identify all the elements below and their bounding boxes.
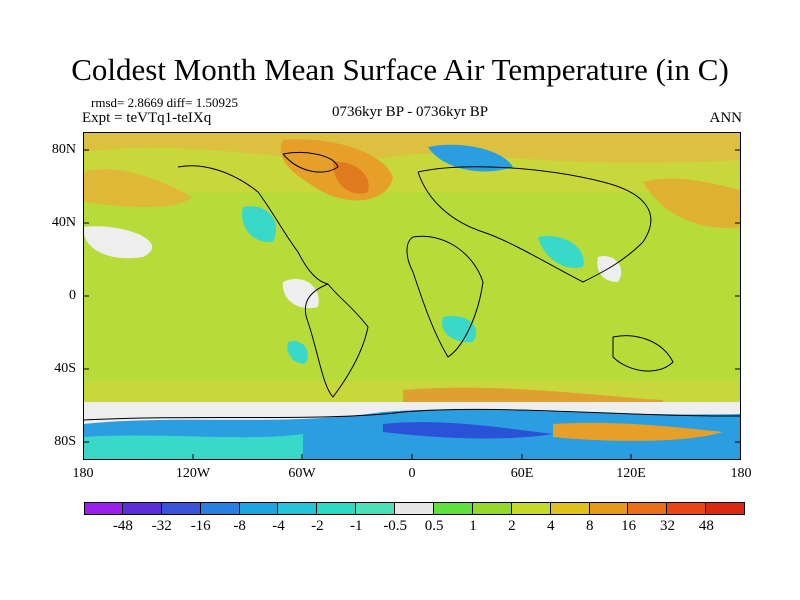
- pacific-neutral-zone: [83, 226, 153, 259]
- south-america-coast: [304, 283, 369, 398]
- africa-coast: [406, 235, 484, 358]
- lat-label-40s: 40S: [54, 361, 76, 376]
- colorbar: [84, 502, 746, 515]
- coastlines: [83, 152, 741, 421]
- colorbar-swatch: [239, 502, 279, 515]
- colorbar-swatch: [706, 502, 746, 515]
- antarctica-coast: [83, 408, 741, 421]
- colorbar-swatch: [161, 502, 201, 515]
- lon-label-0: 0: [408, 466, 416, 481]
- lon-label-120w: 120W: [175, 466, 211, 481]
- greenland-coast: [282, 152, 339, 173]
- colorbar-label: -16: [190, 518, 211, 534]
- map-ticks: [83, 149, 741, 460]
- colorbar-swatch: [472, 502, 512, 515]
- season-label: ANN: [709, 110, 743, 126]
- lat-label-40n: 40N: [51, 215, 76, 230]
- colorbar-label: -8: [233, 518, 246, 534]
- colorbar-swatch: [511, 502, 551, 515]
- alaska-warm-zone: [83, 169, 193, 207]
- experiment-label: Expt = teVTq1-teIXq: [82, 110, 212, 126]
- lat-label-80n: 80N: [51, 142, 76, 157]
- lon-label-180-west: 180: [72, 466, 94, 481]
- colorbar-label: 8: [585, 518, 594, 534]
- south-america-neutral-zone: [282, 278, 319, 309]
- lon-label-60w: 60W: [288, 466, 316, 481]
- australia-coast: [612, 335, 674, 372]
- eurasia-coast: [417, 166, 652, 283]
- colorbar-swatch: [356, 502, 396, 515]
- colorbar-swatch: [122, 502, 162, 515]
- colorbar-swatch: [434, 502, 473, 515]
- colorbar-label: -2: [311, 518, 324, 534]
- colorbar-swatch: [84, 502, 123, 515]
- antarctica-cool-edge: [83, 434, 303, 460]
- lon-label-180-east: 180: [730, 466, 752, 481]
- colorbar-label: 4: [547, 518, 555, 534]
- colorbar-label: -1: [350, 518, 363, 534]
- colorbar-label: 48: [698, 518, 714, 534]
- colorbar-swatch: [395, 502, 435, 515]
- scandinavia-cold-zone: [428, 144, 513, 172]
- colorbar-label: 16: [621, 518, 637, 534]
- period-label: 0736kyr BP - 0736kyr BP: [331, 104, 489, 120]
- warm-core: [333, 161, 369, 194]
- north-america-coast: [177, 165, 329, 285]
- colorbar-swatch: [200, 502, 240, 515]
- colorbar-swatch: [589, 502, 629, 515]
- antarctica-warm-patch: [553, 422, 723, 441]
- colorbar-swatch: [278, 502, 318, 515]
- colorbar-label: 0.5: [424, 518, 444, 534]
- colorbar-label: -48: [112, 518, 133, 534]
- asia-cool-zone: [538, 236, 584, 268]
- north-america-cool-zone: [242, 206, 277, 243]
- colorbar-label: 2: [508, 518, 516, 534]
- lon-label-60e: 60E: [510, 466, 534, 481]
- colorbar-label: 1: [469, 518, 477, 534]
- colorbar-swatch: [317, 502, 357, 515]
- colorbar-label: -32: [151, 518, 172, 534]
- colorbar-label: -0.5: [383, 518, 408, 534]
- arctic-transition: [83, 147, 741, 192]
- pacific-warm-zone: [643, 178, 741, 228]
- lat-label-80s: 80S: [54, 434, 76, 449]
- lat-label-0: 0: [69, 288, 76, 303]
- colorbar-label: 32: [660, 518, 675, 534]
- page-title: Coldest Month Mean Surface Air Temperatu…: [71, 52, 729, 87]
- stats-text: rmsd= 2.8669 diff= 1.50925: [91, 95, 238, 110]
- africa-cool-zone: [442, 316, 477, 343]
- temperature-map: [83, 132, 741, 460]
- lon-label-120e: 120E: [616, 466, 646, 481]
- colorbar-swatch: [628, 502, 668, 515]
- colorbar-swatch: [667, 502, 707, 515]
- antarctica-coldest-zone: [383, 422, 553, 439]
- asia-neutral-zone: [597, 256, 622, 282]
- colorbar-label: -4: [272, 518, 285, 534]
- colorbar-swatch: [550, 502, 590, 515]
- south-america-cool-zone: [287, 341, 308, 364]
